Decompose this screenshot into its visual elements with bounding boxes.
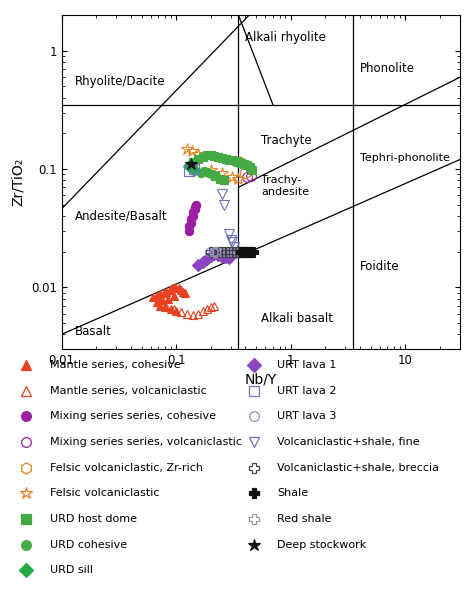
Text: Alkali basalt: Alkali basalt: [261, 311, 333, 324]
Text: Mantle series, volcaniclastic: Mantle series, volcaniclastic: [50, 386, 207, 396]
Text: Tephri-phonolite: Tephri-phonolite: [360, 152, 449, 163]
Text: URD cohesive: URD cohesive: [50, 540, 127, 550]
Text: URT lava 2: URT lava 2: [277, 386, 337, 396]
Text: Felsic volcaniclastic: Felsic volcaniclastic: [50, 488, 159, 498]
Text: URT lava 1: URT lava 1: [277, 360, 337, 370]
Text: Rhyolite/Dacite: Rhyolite/Dacite: [75, 75, 165, 88]
Text: URT lava 3: URT lava 3: [277, 411, 337, 421]
Text: URD sill: URD sill: [50, 565, 93, 576]
Text: Foidite: Foidite: [360, 260, 399, 273]
Text: Trachy-
andesite: Trachy- andesite: [261, 175, 309, 197]
Text: Alkali rhyolite: Alkali rhyolite: [245, 31, 326, 44]
X-axis label: Nb/Y: Nb/Y: [245, 373, 277, 386]
Text: Volcaniclastic+shale, breccia: Volcaniclastic+shale, breccia: [277, 463, 439, 473]
Text: Andesite/Basalt: Andesite/Basalt: [75, 209, 167, 223]
Text: Volcaniclastic+shale, fine: Volcaniclastic+shale, fine: [277, 437, 420, 447]
Text: URD host dome: URD host dome: [50, 514, 137, 524]
Text: Phonolite: Phonolite: [360, 63, 415, 75]
Text: Shale: Shale: [277, 488, 309, 498]
Text: Mantle series, cohesive: Mantle series, cohesive: [50, 360, 181, 370]
Y-axis label: Zr/TiO₂: Zr/TiO₂: [11, 158, 25, 206]
Text: Basalt: Basalt: [75, 325, 111, 338]
Text: Deep stockwork: Deep stockwork: [277, 540, 366, 550]
Text: Felsic volcaniclastic, Zr-rich: Felsic volcaniclastic, Zr-rich: [50, 463, 203, 473]
Text: Red shale: Red shale: [277, 514, 332, 524]
Text: Mixing series series, volcaniclastic: Mixing series series, volcaniclastic: [50, 437, 242, 447]
Text: Trachyte: Trachyte: [261, 134, 311, 147]
Text: Mixing series series, cohesive: Mixing series series, cohesive: [50, 411, 216, 421]
